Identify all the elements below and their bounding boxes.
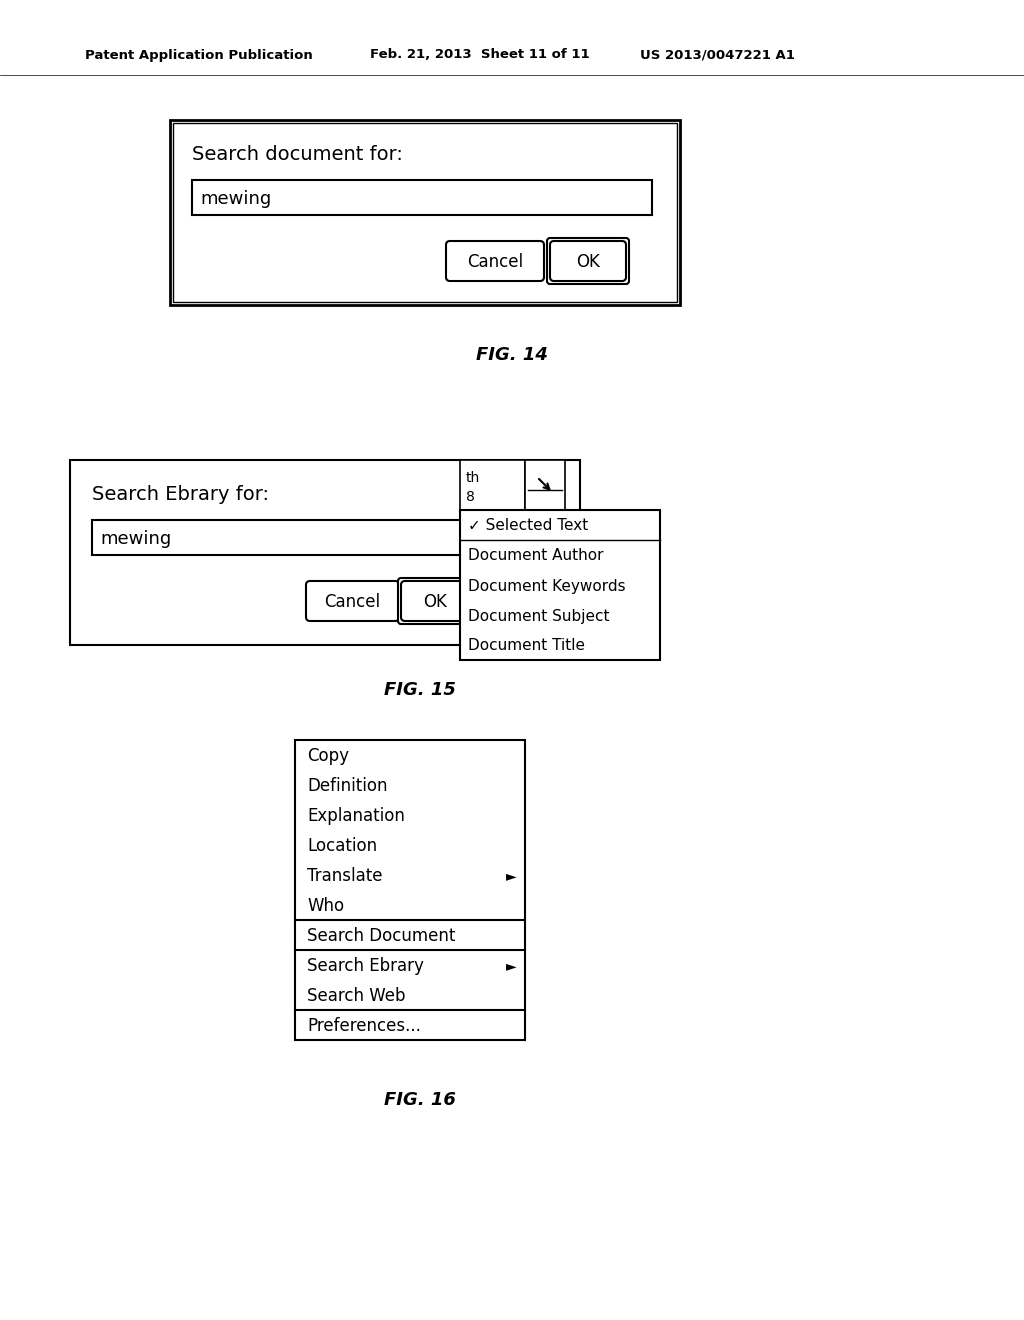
Text: Search document for:: Search document for: bbox=[193, 145, 402, 165]
Bar bbox=[525, 459, 565, 510]
Text: Definition: Definition bbox=[307, 777, 387, 795]
Text: mewing: mewing bbox=[100, 529, 171, 548]
FancyBboxPatch shape bbox=[547, 238, 629, 284]
Text: Preferences...: Preferences... bbox=[307, 1016, 421, 1035]
Text: Document Keywords: Document Keywords bbox=[468, 578, 626, 594]
Text: Document Author: Document Author bbox=[468, 549, 603, 564]
Bar bbox=[295, 741, 525, 1040]
Text: Location: Location bbox=[307, 837, 377, 855]
Text: OK: OK bbox=[423, 593, 446, 611]
Text: 8: 8 bbox=[466, 490, 475, 504]
Bar bbox=[460, 510, 660, 660]
FancyBboxPatch shape bbox=[398, 578, 472, 624]
Bar bbox=[170, 120, 680, 305]
Text: OK: OK bbox=[577, 253, 600, 271]
Text: Cancel: Cancel bbox=[325, 593, 381, 611]
Text: Search Document: Search Document bbox=[307, 927, 456, 945]
FancyBboxPatch shape bbox=[446, 242, 544, 281]
Text: FIG. 14: FIG. 14 bbox=[476, 346, 548, 364]
Text: ►: ► bbox=[506, 960, 516, 973]
Text: mewing: mewing bbox=[200, 190, 271, 207]
Text: Search Web: Search Web bbox=[307, 987, 406, 1005]
Text: ✓ Selected Text: ✓ Selected Text bbox=[468, 519, 588, 533]
FancyBboxPatch shape bbox=[401, 581, 469, 620]
Text: Document Subject: Document Subject bbox=[468, 609, 609, 623]
Text: ►: ► bbox=[506, 869, 516, 883]
Text: Copy: Copy bbox=[307, 747, 349, 766]
Text: Feb. 21, 2013  Sheet 11 of 11: Feb. 21, 2013 Sheet 11 of 11 bbox=[370, 49, 590, 62]
Text: Patent Application Publication: Patent Application Publication bbox=[85, 49, 312, 62]
Text: Translate: Translate bbox=[307, 867, 383, 884]
FancyBboxPatch shape bbox=[550, 242, 626, 281]
Text: Explanation: Explanation bbox=[307, 807, 404, 825]
Text: th: th bbox=[466, 471, 480, 484]
FancyBboxPatch shape bbox=[306, 581, 399, 620]
Bar bbox=[92, 520, 472, 554]
Bar bbox=[173, 123, 677, 302]
Bar bbox=[460, 459, 525, 510]
Text: Cancel: Cancel bbox=[467, 253, 523, 271]
Bar bbox=[70, 459, 580, 645]
Bar bbox=[193, 180, 652, 215]
Text: US 2013/0047221 A1: US 2013/0047221 A1 bbox=[640, 49, 795, 62]
Text: Search Ebrary: Search Ebrary bbox=[307, 957, 424, 975]
Text: Document Title: Document Title bbox=[468, 639, 585, 653]
Text: FIG. 15: FIG. 15 bbox=[384, 681, 456, 700]
Text: FIG. 16: FIG. 16 bbox=[384, 1092, 456, 1109]
Text: Who: Who bbox=[307, 898, 344, 915]
Text: Search Ebrary for:: Search Ebrary for: bbox=[92, 486, 269, 504]
